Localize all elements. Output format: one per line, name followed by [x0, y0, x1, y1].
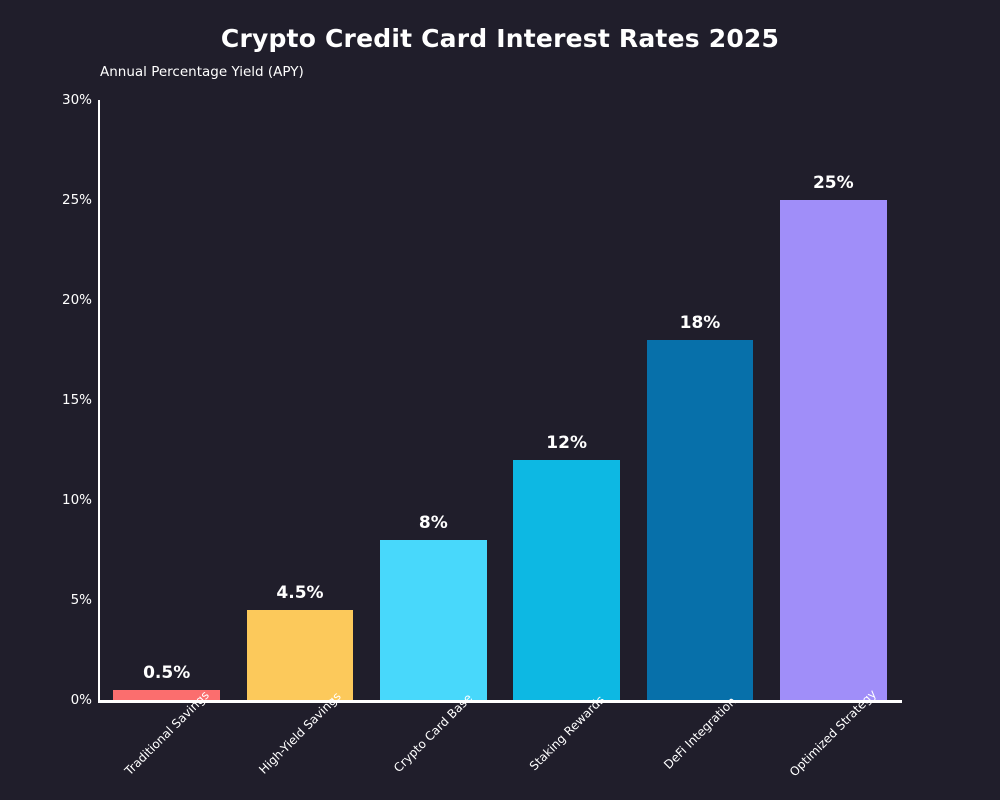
bar — [113, 690, 220, 700]
y-tick-label: 10% — [61, 492, 92, 508]
y-tick-label: 5% — [70, 592, 92, 608]
y-tick-label: 15% — [61, 392, 92, 408]
y-tick-label: 0% — [70, 692, 92, 708]
chart-title: Crypto Credit Card Interest Rates 2025 — [220, 24, 780, 53]
bar-value-label: 8% — [418, 513, 448, 533]
bar — [513, 460, 620, 700]
bar-value-label: 12% — [546, 433, 588, 453]
bar — [646, 340, 754, 700]
bar-value-label: 25% — [812, 173, 854, 193]
y-tick-label: 25% — [61, 192, 92, 208]
chart-subtitle: Annual Percentage Yield (APY) — [100, 64, 304, 80]
x-tick-label: Staking Rewards — [526, 692, 607, 774]
y-axis-line — [98, 100, 100, 702]
bar-value-label: 4.5% — [276, 583, 324, 603]
y-tick-label: 30% — [61, 92, 92, 108]
y-tick-label: 20% — [61, 292, 92, 308]
x-tick-label: Crypto Card Base — [391, 690, 476, 776]
bar — [246, 610, 354, 700]
bar — [780, 200, 887, 700]
bar-value-label: 0.5% — [143, 663, 191, 683]
bar — [380, 540, 487, 700]
bar-value-label: 18% — [679, 313, 721, 333]
x-axis-line — [98, 700, 902, 703]
x-tick-label: DeFi Integration — [661, 694, 739, 772]
